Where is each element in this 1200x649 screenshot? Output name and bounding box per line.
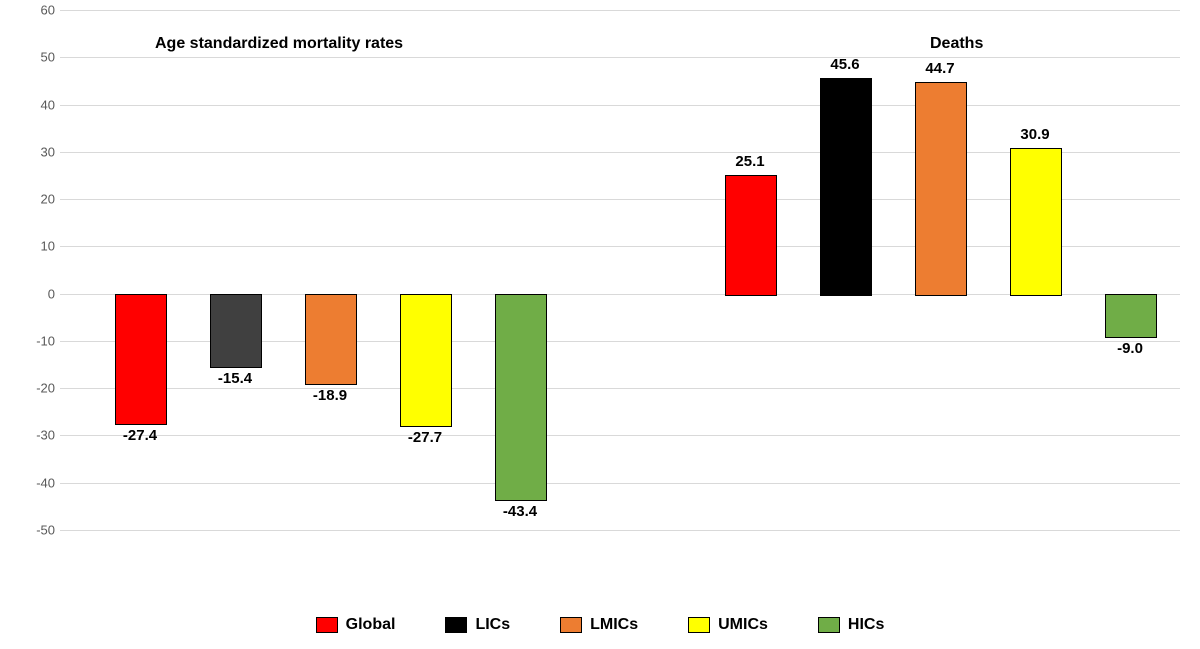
legend-label: UMICs [718, 616, 768, 634]
bar [495, 294, 547, 501]
y-axis-label: -40 [20, 475, 55, 490]
gridline [60, 57, 1180, 58]
bar [725, 175, 777, 296]
y-axis-label: -50 [20, 523, 55, 538]
value-label: 25.1 [735, 153, 764, 170]
bar [915, 82, 967, 295]
group-title: Deaths [930, 35, 983, 53]
legend: Global LICs LMICs UMICs HICs [0, 616, 1200, 634]
legend-item: LMICs [560, 616, 638, 634]
bar [305, 294, 357, 385]
y-axis-label: 40 [20, 97, 55, 112]
y-axis-label: 60 [20, 3, 55, 18]
legend-swatch [316, 617, 338, 633]
value-label: 44.7 [925, 60, 954, 77]
chart-container: -50 -40 -30 -20 -10 0 10 20 30 40 50 60 -27.4 -15.4 -1… [0, 0, 1200, 649]
gridline [60, 105, 1180, 106]
y-axis-label: 10 [20, 239, 55, 254]
legend-item: UMICs [688, 616, 768, 634]
legend-item: Global [316, 616, 396, 634]
bar [1010, 148, 1062, 296]
y-axis-label: -30 [20, 428, 55, 443]
gridline [60, 483, 1180, 484]
value-label: 30.9 [1020, 126, 1049, 143]
legend-label: LMICs [590, 616, 638, 634]
value-label: -9.0 [1117, 340, 1143, 357]
bar [1105, 294, 1157, 339]
legend-item: HICs [818, 616, 884, 634]
legend-swatch [445, 617, 467, 633]
bar [115, 294, 167, 426]
y-axis-label: 50 [20, 50, 55, 65]
gridline [60, 10, 1180, 11]
group-title: Age standardized mortality rates [155, 35, 403, 53]
gridline [60, 530, 1180, 531]
y-axis-label: 30 [20, 144, 55, 159]
legend-item: LICs [445, 616, 510, 634]
legend-label: LICs [475, 616, 510, 634]
plot-area: -50-40-30-20-100102030405060-27.4-15.4-1… [60, 10, 1180, 531]
value-label: -27.7 [408, 429, 442, 446]
legend-swatch [818, 617, 840, 633]
gridline [60, 435, 1180, 436]
gridline [60, 388, 1180, 389]
legend-swatch [688, 617, 710, 633]
bar [400, 294, 452, 427]
bar [820, 78, 872, 296]
y-axis-label: -10 [20, 333, 55, 348]
y-axis-label: -20 [20, 381, 55, 396]
value-label: -27.4 [123, 427, 157, 444]
y-axis-label: 0 [20, 286, 55, 301]
y-axis-label: 20 [20, 192, 55, 207]
value-label: -43.4 [503, 503, 537, 520]
legend-label: Global [346, 616, 396, 634]
bar [210, 294, 262, 369]
value-label: 45.6 [830, 56, 859, 73]
value-label: -18.9 [313, 387, 347, 404]
legend-label: HICs [848, 616, 884, 634]
value-label: -15.4 [218, 370, 252, 387]
legend-swatch [560, 617, 582, 633]
